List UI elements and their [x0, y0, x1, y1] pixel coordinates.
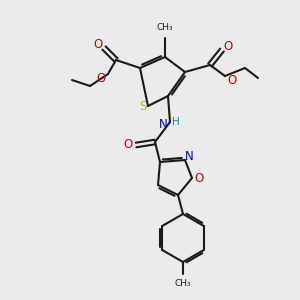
- Text: CH₃: CH₃: [157, 23, 173, 32]
- Text: N: N: [159, 118, 167, 130]
- Text: O: O: [224, 40, 232, 52]
- Text: O: O: [123, 139, 133, 152]
- Text: S: S: [139, 100, 147, 113]
- Text: CH₃: CH₃: [175, 280, 191, 289]
- Text: O: O: [96, 73, 106, 85]
- Text: N: N: [184, 151, 194, 164]
- Text: O: O: [93, 38, 103, 50]
- Text: O: O: [227, 74, 237, 86]
- Text: H: H: [172, 117, 180, 127]
- Text: O: O: [194, 172, 204, 185]
